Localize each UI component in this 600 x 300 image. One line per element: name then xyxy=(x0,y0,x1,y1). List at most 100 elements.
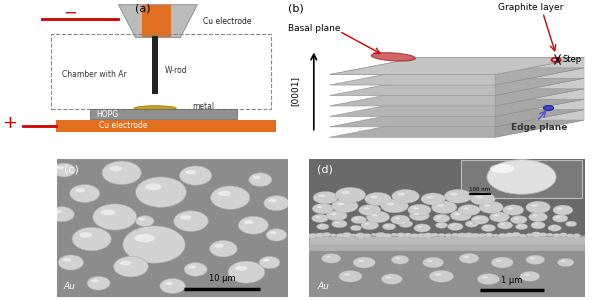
Text: [0001]: [0001] xyxy=(290,76,299,106)
Ellipse shape xyxy=(253,176,260,179)
Ellipse shape xyxy=(339,271,362,282)
Ellipse shape xyxy=(530,257,535,259)
Ellipse shape xyxy=(410,233,419,238)
Ellipse shape xyxy=(531,204,538,207)
Ellipse shape xyxy=(478,274,499,285)
Ellipse shape xyxy=(93,204,137,230)
Ellipse shape xyxy=(358,260,364,262)
Ellipse shape xyxy=(534,224,538,225)
Ellipse shape xyxy=(417,233,425,237)
Polygon shape xyxy=(118,5,197,38)
Ellipse shape xyxy=(355,233,366,238)
Ellipse shape xyxy=(505,233,514,238)
Ellipse shape xyxy=(395,257,400,259)
Text: Cu electrode: Cu electrode xyxy=(99,121,147,130)
Text: 10 μm: 10 μm xyxy=(209,274,235,283)
Ellipse shape xyxy=(496,260,502,262)
Ellipse shape xyxy=(556,216,560,218)
Ellipse shape xyxy=(507,207,513,209)
Ellipse shape xyxy=(332,220,347,228)
Ellipse shape xyxy=(484,226,488,228)
Polygon shape xyxy=(495,68,584,95)
Ellipse shape xyxy=(336,233,344,238)
Ellipse shape xyxy=(353,226,356,228)
Ellipse shape xyxy=(418,226,422,228)
Ellipse shape xyxy=(164,282,173,285)
Ellipse shape xyxy=(493,234,499,237)
Ellipse shape xyxy=(519,234,526,238)
Ellipse shape xyxy=(511,216,527,224)
Ellipse shape xyxy=(218,191,231,196)
Ellipse shape xyxy=(383,233,392,238)
Ellipse shape xyxy=(409,211,430,220)
Ellipse shape xyxy=(503,205,524,215)
Ellipse shape xyxy=(484,204,491,207)
Ellipse shape xyxy=(455,213,461,215)
Ellipse shape xyxy=(319,194,325,197)
Ellipse shape xyxy=(470,233,480,238)
Ellipse shape xyxy=(72,227,111,251)
Ellipse shape xyxy=(120,261,131,265)
Ellipse shape xyxy=(573,234,580,237)
Text: Au: Au xyxy=(317,283,329,292)
Ellipse shape xyxy=(445,233,452,237)
Ellipse shape xyxy=(566,234,574,238)
Ellipse shape xyxy=(398,220,413,227)
Ellipse shape xyxy=(395,218,400,219)
Ellipse shape xyxy=(113,256,148,277)
Text: 100 nm: 100 nm xyxy=(469,187,491,192)
Ellipse shape xyxy=(322,232,331,237)
Ellipse shape xyxy=(463,207,469,209)
Ellipse shape xyxy=(258,180,267,183)
Ellipse shape xyxy=(185,170,196,174)
Bar xyxy=(309,236,585,244)
Ellipse shape xyxy=(264,196,289,211)
Ellipse shape xyxy=(62,170,71,173)
Ellipse shape xyxy=(317,224,329,230)
Ellipse shape xyxy=(551,226,554,228)
Ellipse shape xyxy=(226,198,242,203)
Ellipse shape xyxy=(351,234,356,237)
Ellipse shape xyxy=(430,270,454,282)
Bar xyxy=(309,159,585,235)
Ellipse shape xyxy=(308,233,318,238)
Ellipse shape xyxy=(49,207,74,222)
Ellipse shape xyxy=(386,202,394,205)
Ellipse shape xyxy=(370,196,377,198)
Ellipse shape xyxy=(270,231,277,234)
Ellipse shape xyxy=(139,218,145,220)
Ellipse shape xyxy=(485,233,493,237)
Ellipse shape xyxy=(341,191,350,194)
Ellipse shape xyxy=(385,225,389,226)
Ellipse shape xyxy=(450,193,458,196)
Ellipse shape xyxy=(331,234,337,237)
Ellipse shape xyxy=(531,232,542,237)
Text: Au: Au xyxy=(64,283,76,292)
Text: (a): (a) xyxy=(136,3,151,13)
Ellipse shape xyxy=(421,193,445,205)
Polygon shape xyxy=(495,99,584,127)
Ellipse shape xyxy=(88,239,103,245)
Ellipse shape xyxy=(53,210,62,213)
Ellipse shape xyxy=(438,224,442,225)
Ellipse shape xyxy=(482,276,488,278)
Ellipse shape xyxy=(468,222,472,224)
Ellipse shape xyxy=(391,233,397,236)
Ellipse shape xyxy=(266,229,287,241)
Ellipse shape xyxy=(386,276,392,278)
Ellipse shape xyxy=(313,191,338,204)
Text: Basal plane: Basal plane xyxy=(289,24,341,33)
Bar xyxy=(56,120,277,132)
Ellipse shape xyxy=(451,225,455,226)
Ellipse shape xyxy=(470,193,496,205)
Ellipse shape xyxy=(553,214,568,222)
Ellipse shape xyxy=(244,220,254,224)
Ellipse shape xyxy=(531,222,545,229)
Ellipse shape xyxy=(143,221,151,224)
Ellipse shape xyxy=(52,163,76,177)
Ellipse shape xyxy=(315,233,325,238)
Ellipse shape xyxy=(136,177,187,207)
Text: Cu electrode: Cu electrode xyxy=(203,17,251,26)
Ellipse shape xyxy=(433,214,450,223)
Ellipse shape xyxy=(423,257,443,268)
